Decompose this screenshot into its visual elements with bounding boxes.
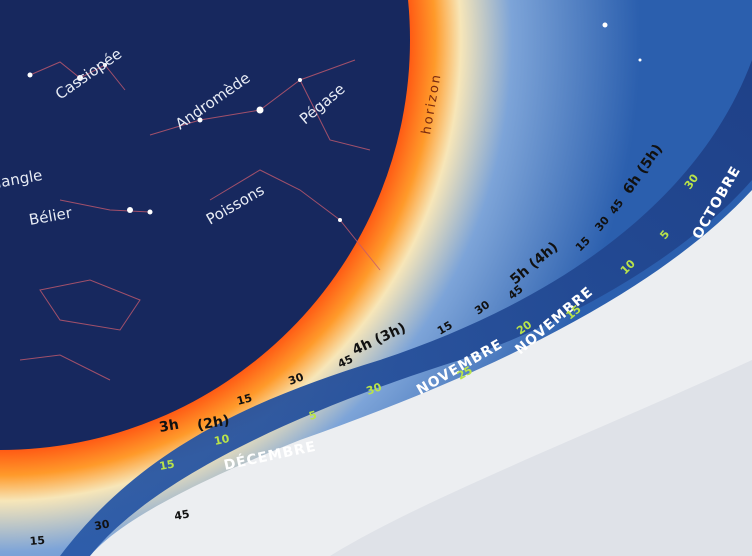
minute-label: 15 — [235, 391, 253, 408]
hour-label: 3h — [158, 417, 180, 436]
minute-label: 30 — [93, 517, 111, 533]
sky-window — [0, 0, 410, 450]
plastic-edge — [330, 360, 752, 556]
day-label: 15 — [158, 457, 175, 472]
minute-label: 45 — [173, 507, 190, 522]
day-label: 30 — [365, 380, 384, 398]
constellation-lines — [19, 59, 381, 381]
day-label: 5 — [307, 408, 318, 423]
minute-label: 30 — [287, 370, 306, 388]
minute-label: 15 — [29, 534, 45, 548]
hour-label: (2h) — [196, 413, 231, 434]
date-ring — [60, 60, 752, 556]
day-label: 10 — [213, 432, 231, 448]
stars — [27, 22, 682, 277]
minute-label: 45 — [336, 352, 355, 370]
